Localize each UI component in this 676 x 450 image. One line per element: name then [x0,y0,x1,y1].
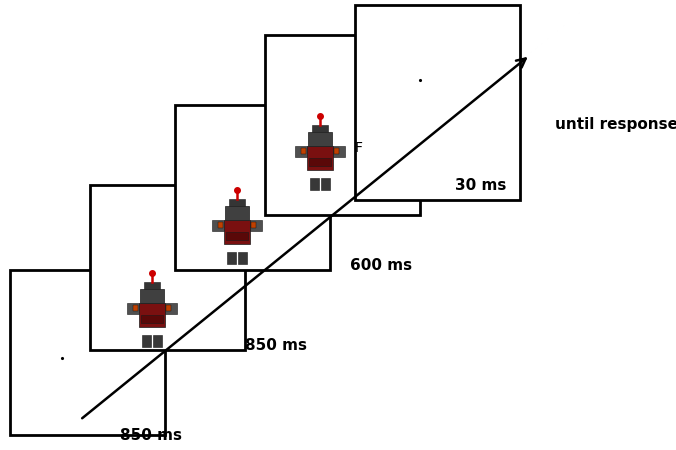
Bar [310,178,318,190]
Bar [90,185,245,350]
Bar [132,306,138,310]
Bar [335,148,339,154]
Bar [225,206,249,220]
Bar [227,252,235,264]
Bar [127,303,139,314]
Bar [239,252,247,264]
Bar [312,125,328,132]
Bar [295,146,307,157]
Bar [307,146,333,170]
Bar [301,148,306,154]
Bar [212,220,224,231]
Bar [310,158,331,166]
Bar [10,270,165,435]
Text: F: F [355,141,363,155]
Bar [166,306,171,310]
Bar [175,105,330,270]
Bar [229,199,245,206]
Bar [139,302,165,327]
Bar [153,335,162,347]
Bar [218,222,222,228]
Bar [250,220,262,231]
Bar [333,146,345,157]
Bar [226,232,247,240]
Bar [142,335,151,347]
Bar [322,178,330,190]
Bar [355,5,520,200]
Bar [308,132,332,146]
Text: 850 ms: 850 ms [245,338,307,352]
Bar [140,289,164,302]
Bar [141,315,162,323]
Text: 30 ms: 30 ms [455,177,506,193]
Bar [265,35,420,215]
Text: 600 ms: 600 ms [350,257,412,273]
Bar [165,303,177,314]
Bar [224,220,250,243]
Text: 850 ms: 850 ms [120,428,182,442]
Bar [251,222,256,228]
Bar [144,282,160,289]
Text: until response: until response [555,117,676,132]
